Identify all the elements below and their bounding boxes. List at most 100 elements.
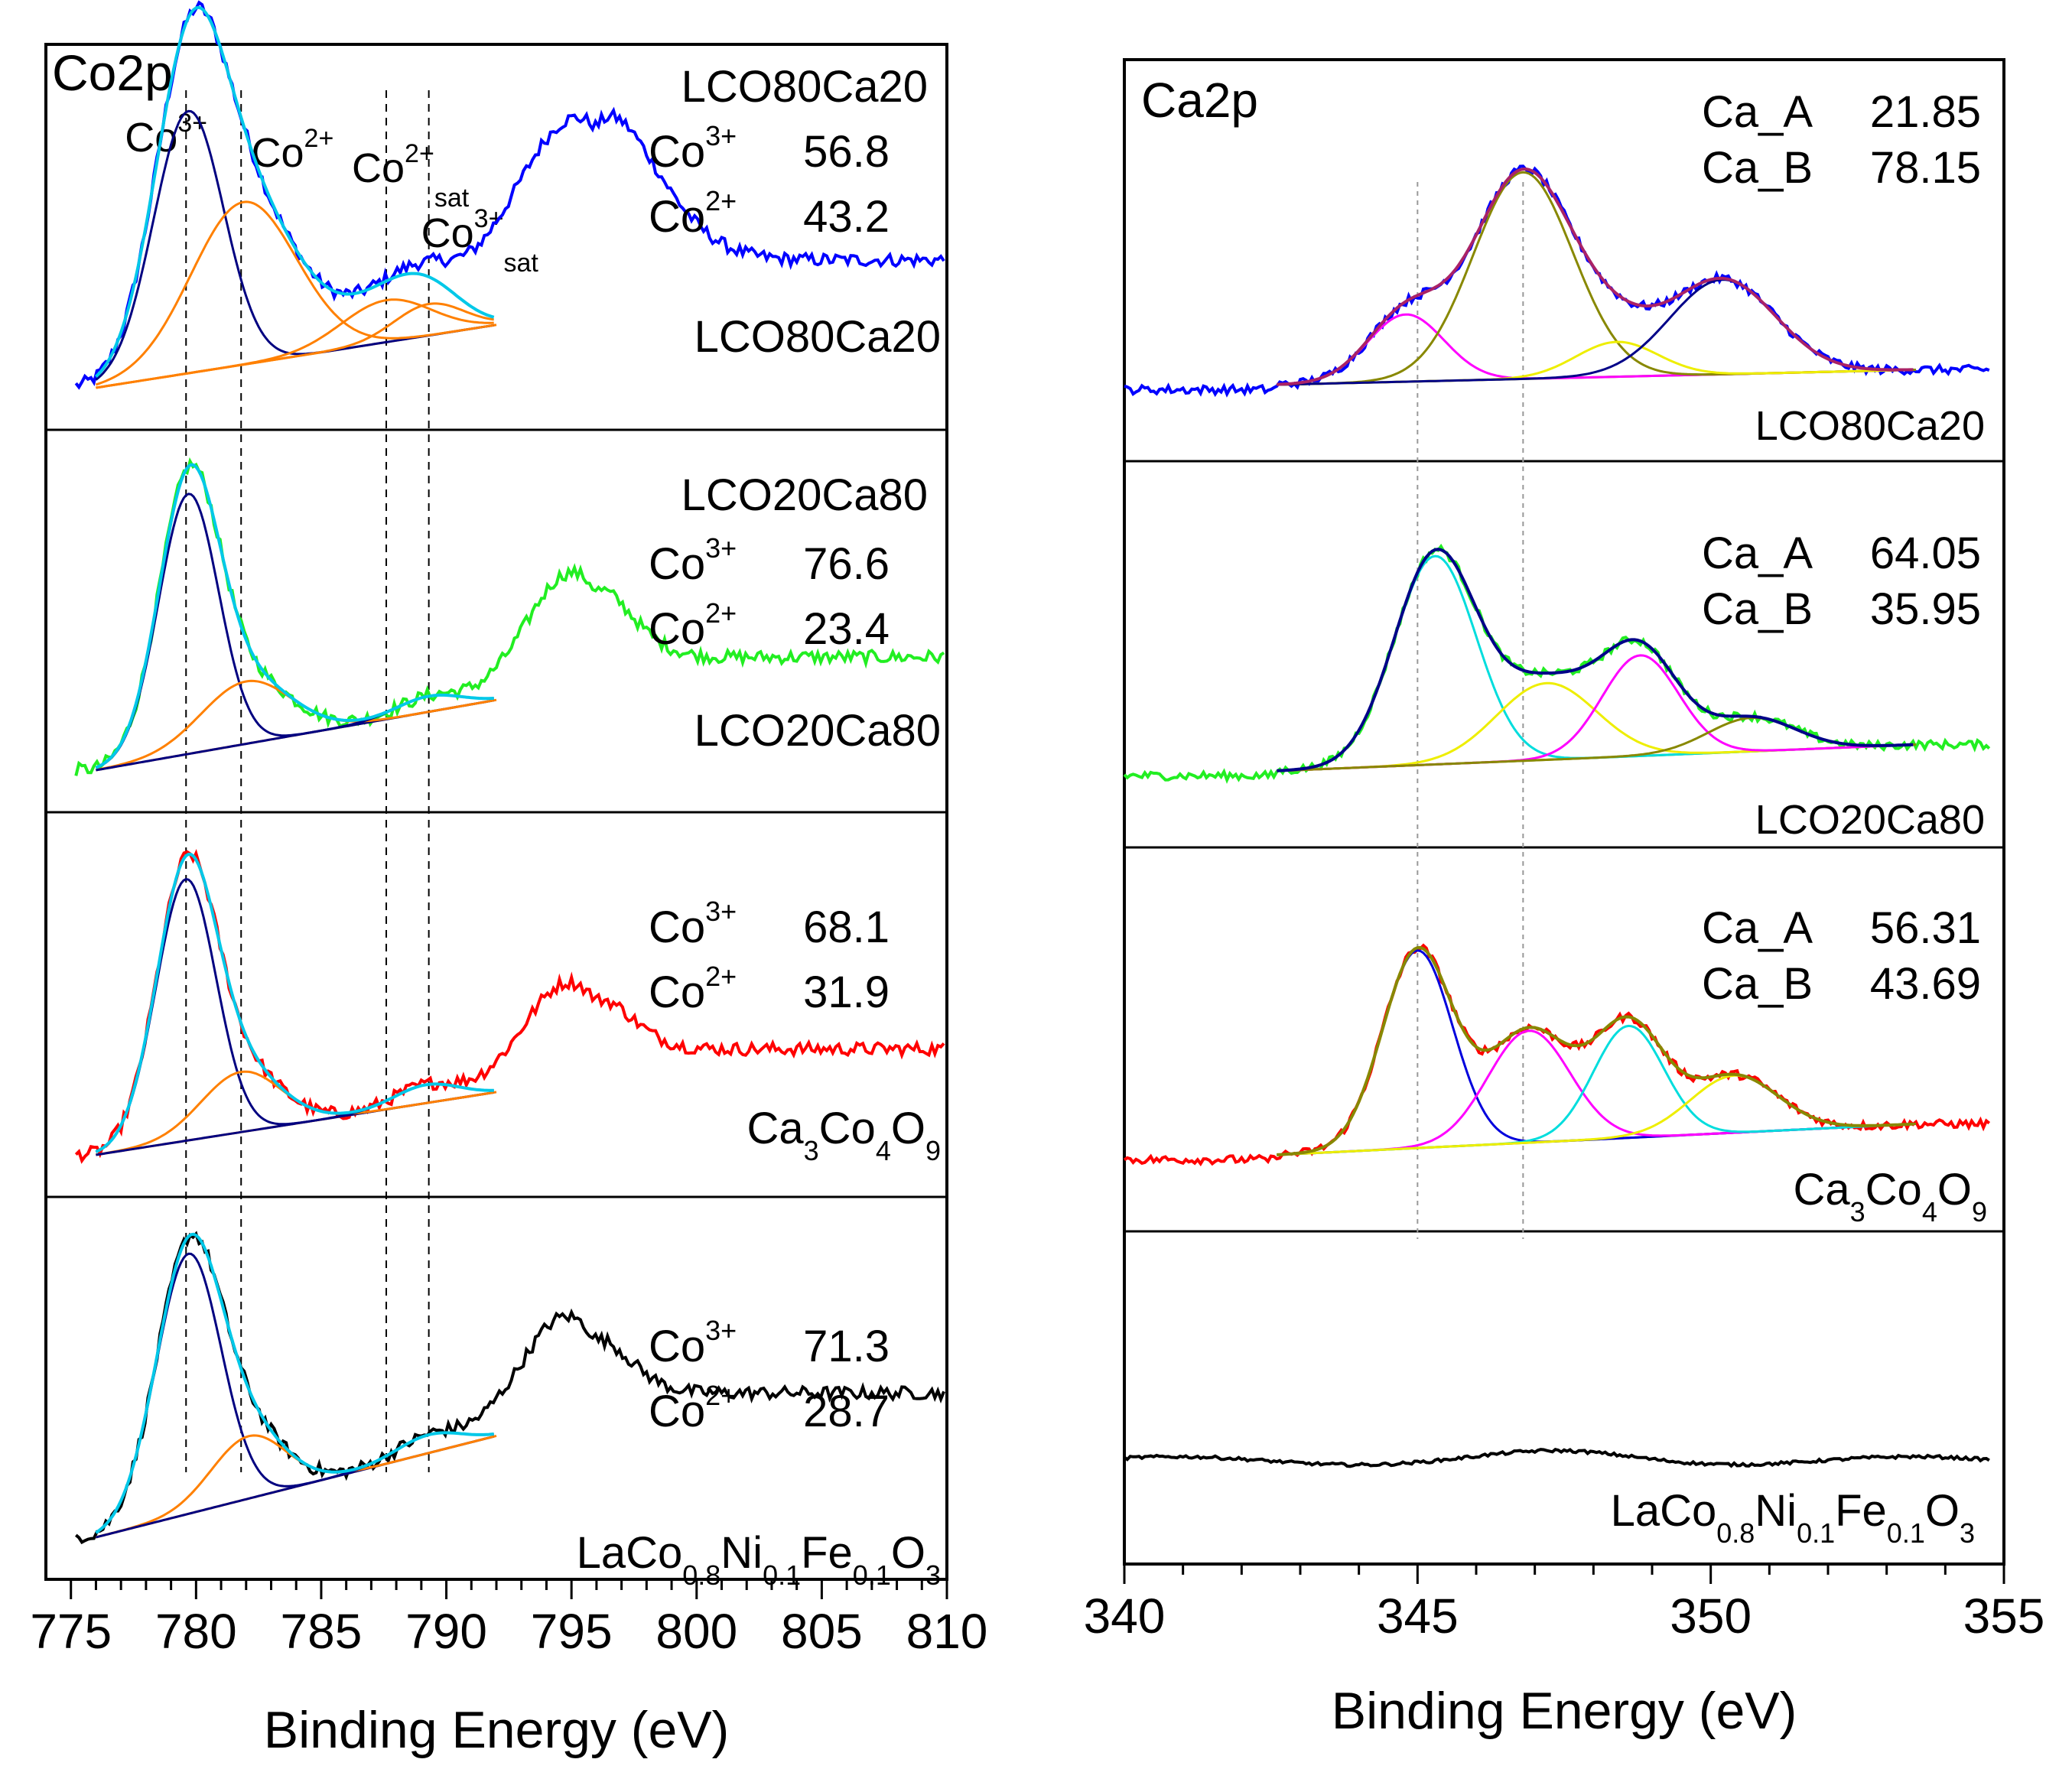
- sample-label: LCO20Ca80: [694, 706, 941, 756]
- sample-label-part: O: [891, 1104, 925, 1153]
- species-charge: 3+: [705, 1315, 737, 1346]
- species-label: Co3+: [649, 1315, 737, 1371]
- co2p-chart: 775 780 785 790 795 800 805 810 Binding Energy (…: [30, 0, 988, 1759]
- peak-label-base: Co: [125, 115, 177, 161]
- x-tick-label: 795: [531, 1604, 613, 1659]
- species-base: Co: [649, 1322, 705, 1371]
- sample-label-part: O: [891, 1528, 925, 1578]
- species-value: 35.95: [1870, 584, 1981, 634]
- fit-component-curve: [96, 302, 494, 389]
- species-value: 43.2: [803, 192, 890, 242]
- species-label: Co2+: [649, 597, 737, 654]
- sample-subscript: 0.1: [1887, 1517, 1925, 1549]
- fit-component-curve: [1277, 654, 1914, 772]
- species-base: Co: [649, 902, 705, 952]
- sample-label-part: Co: [819, 1104, 876, 1153]
- peak-label-base: Co: [421, 210, 474, 256]
- sample-label: LCO80Ca20: [1755, 403, 1985, 449]
- peak-label-base: Co: [352, 145, 405, 191]
- species-charge: 3+: [705, 120, 737, 151]
- species-charge: 2+: [705, 961, 737, 992]
- fit-component-curve: [1277, 716, 1914, 772]
- sample-label: Ca3Co4O9: [1793, 1165, 1987, 1228]
- fit-envelope-curve: [95, 1232, 494, 1534]
- species-value: 43.69: [1870, 959, 1981, 1009]
- peak-label-sup: 2+: [304, 124, 334, 153]
- x-tick-label: 355: [1963, 1589, 2045, 1644]
- species-label: Ca_B: [1702, 584, 1813, 634]
- species-charge: 2+: [705, 185, 737, 216]
- species-base: Co: [649, 1387, 705, 1436]
- sample-subscript: 0.1: [1797, 1517, 1835, 1549]
- sample-subscript: 3: [1960, 1517, 1975, 1549]
- sample-label-part: Fe: [801, 1528, 853, 1578]
- species-label: Ca_B: [1702, 143, 1813, 193]
- fit-component-curve: [1277, 1024, 1914, 1156]
- sample-label-part: Ni: [720, 1528, 763, 1578]
- raw-spectrum-line: [1123, 943, 1991, 1167]
- species-base: Co: [649, 539, 705, 589]
- species-value: 23.4: [803, 604, 890, 654]
- sample-label-part: Ca: [1793, 1165, 1850, 1215]
- peak-label-sub: sat: [503, 249, 538, 278]
- peak-label: Co2+: [252, 124, 334, 176]
- sample-label-part: LaCo: [1611, 1486, 1717, 1536]
- peak-label: Co3+sat: [421, 204, 539, 278]
- peak-label-base: Co: [252, 130, 304, 176]
- sample-subscript: 9: [1972, 1196, 1987, 1228]
- raw-spectrum-line: [1124, 164, 1990, 398]
- x-axis-label: Binding Energy (eV): [1332, 1682, 1797, 1740]
- species-value: 76.6: [803, 539, 890, 589]
- sample-label: Ca3Co4O9: [747, 1104, 941, 1166]
- species-value: 56.8: [803, 127, 890, 177]
- fit-envelope-curve: [1277, 548, 1914, 772]
- species-label: Co3+: [649, 532, 737, 589]
- species-label: Co3+: [649, 120, 737, 177]
- ca2p-title: Ca2p: [1141, 73, 1258, 128]
- x-tick-label: 810: [906, 1604, 988, 1659]
- species-value: 28.7: [803, 1387, 890, 1436]
- sample-subscript: 0.1: [763, 1559, 801, 1591]
- fit-component-curve: [96, 1082, 494, 1156]
- fit-component-curve: [1277, 313, 1914, 386]
- species-label: Ca_B: [1702, 959, 1813, 1009]
- sample-subscript: 9: [925, 1135, 941, 1166]
- fit-component-curve: [95, 1252, 495, 1534]
- sample-subscript: 0.8: [1716, 1517, 1755, 1549]
- sample-label-part: O: [1937, 1165, 1972, 1215]
- sample-subscript: 3: [1850, 1196, 1865, 1228]
- fit-component-curve: [95, 877, 494, 1153]
- peak-label: Co2+sat: [352, 139, 470, 213]
- species-value: 56.31: [1870, 903, 1981, 953]
- species-label: Co2+: [649, 1380, 737, 1436]
- ca2p-plot-frame: [1123, 58, 2005, 1566]
- sample-label-part: O: [1925, 1486, 1960, 1536]
- species-value: 78.15: [1870, 143, 1981, 193]
- species-value: 71.3: [803, 1322, 890, 1371]
- species-charge: 2+: [705, 1380, 737, 1411]
- ca2p-chart: 340 345 350 355 Binding Energy (eV) Ca2p Ca_A 2…: [1084, 58, 2045, 1740]
- sample-label-part: Ni: [1755, 1486, 1797, 1536]
- fit-envelope-curve: [1277, 945, 1914, 1156]
- fit-envelope-curve: [95, 463, 494, 769]
- x-tick-label: 790: [405, 1604, 487, 1659]
- x-tick-label: 350: [1670, 1589, 1752, 1644]
- fit-component-curve: [1277, 278, 1914, 386]
- co2p-title: Co2p: [52, 44, 173, 101]
- sample-label-part: LaCo: [577, 1528, 683, 1578]
- peak-label-sub: sat: [434, 184, 470, 213]
- x-tick-label: 785: [281, 1604, 363, 1659]
- species-charge: 3+: [705, 532, 737, 564]
- fit-component-curve: [95, 200, 494, 386]
- species-charge: 3+: [705, 896, 737, 927]
- x-tick-label: 775: [30, 1604, 112, 1659]
- sample-subscript: 4: [876, 1135, 891, 1166]
- sample-label: LaCo0.8Ni0.1Fe0.1O3: [1611, 1486, 1975, 1549]
- sample-label-part: Fe: [1835, 1486, 1887, 1536]
- sample-label: LCO80Ca20: [694, 312, 941, 362]
- fit-component-curve: [96, 298, 494, 389]
- species-base: Co: [649, 967, 705, 1017]
- sample-label-part: Co: [1865, 1165, 1922, 1215]
- panel-header: LCO20Ca80: [681, 470, 928, 520]
